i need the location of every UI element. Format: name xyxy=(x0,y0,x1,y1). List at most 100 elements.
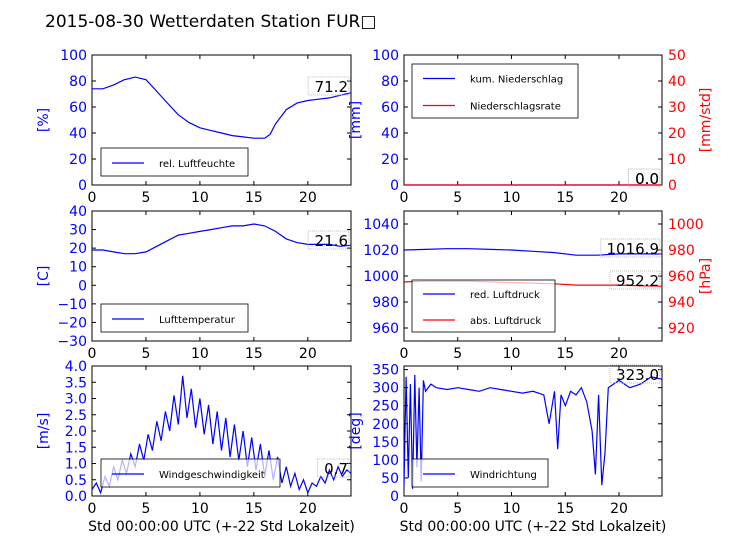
x-tick-label: 20 xyxy=(299,346,317,362)
annotation-box xyxy=(609,270,661,290)
page-title: 2015-08-30 Wetterdaten Station FUR□ xyxy=(45,12,376,32)
y2-axis-label: [mm/std] xyxy=(698,88,714,153)
legend-label: rel. Luftfeuchte xyxy=(159,159,235,170)
legend: Windgeschwindigkeit xyxy=(100,458,281,488)
last-value-annotation: 323.0 xyxy=(616,366,659,384)
annotation-box xyxy=(627,168,661,188)
x-tick-label: 10 xyxy=(503,346,521,362)
y-tick-label: 2.5 xyxy=(65,408,87,424)
y-tick-label: 1040 xyxy=(363,217,399,233)
x-axis-label: Std 00:00:00 UTC (+-22 Std Lokalzeit) xyxy=(400,519,667,535)
x-tick-label: 15 xyxy=(245,346,263,362)
y-tick-label: 20 xyxy=(69,152,87,168)
annotation-box xyxy=(316,458,350,478)
y-tick-label: 100 xyxy=(60,48,87,64)
legend: Windrichtung xyxy=(411,458,549,488)
y-tick-label: −20 xyxy=(57,315,87,331)
y-tick-label: −30 xyxy=(57,334,87,350)
axes-frame xyxy=(403,365,663,497)
y-tick-label: 3.5 xyxy=(65,375,87,391)
x-tick-label: 5 xyxy=(141,501,150,517)
x-tick-label: 0 xyxy=(88,190,97,206)
x-tick-label: 20 xyxy=(610,190,628,206)
subplot-temperature: 0 5 10 15 20 −30 −20 −10 0 10 20 30 40 [C] 21.6 Lufttem… xyxy=(36,204,352,362)
last-value-annotation: 952.2 xyxy=(616,272,659,290)
legend-label: abs. Luftdruck xyxy=(470,316,541,327)
annotation-box xyxy=(609,364,661,384)
y-tick-label: 200 xyxy=(372,417,399,433)
y-tick-label: 100 xyxy=(372,48,399,64)
x-axis-label: Std 00:00:00 UTC (+-22 Std Lokalzeit) xyxy=(88,519,355,535)
legend-label: red. Luftdruck xyxy=(470,290,540,301)
x-tick-label: 10 xyxy=(191,190,209,206)
series-line-temperature-0 xyxy=(92,223,351,255)
y-tick-label: 0 xyxy=(390,489,399,505)
series-line-humidity-0 xyxy=(92,76,351,139)
axes-frame xyxy=(91,210,352,342)
legend-frame xyxy=(100,147,249,177)
legend-frame xyxy=(100,458,281,488)
x-tick-label: 15 xyxy=(556,190,574,206)
y-tick-label: 1.5 xyxy=(65,440,87,456)
x-tick-label: 20 xyxy=(610,501,628,517)
legend-label: kum. Niederschlag xyxy=(470,75,563,86)
y-tick-label: 10 xyxy=(69,260,87,276)
y-tick-label: 150 xyxy=(372,435,399,451)
annotation-box xyxy=(600,238,661,258)
legend: Lufttemperatur xyxy=(100,303,249,333)
x-tick-label: 10 xyxy=(191,501,209,517)
y-tick-label: 980 xyxy=(372,295,399,311)
x-tick-label: 10 xyxy=(503,501,521,517)
axes-frame xyxy=(91,54,352,186)
y2-tick-label: 920 xyxy=(668,321,695,337)
x-tick-label: 20 xyxy=(299,190,317,206)
y-tick-label: 40 xyxy=(381,126,399,142)
legend: rel. Luftfeuchte xyxy=(100,147,249,177)
y2-tick-label: 0 xyxy=(668,178,677,194)
y-tick-label: 0 xyxy=(78,178,87,194)
last-value-annotation: 0.0 xyxy=(635,170,659,188)
last-value-annotation: 0.0 xyxy=(635,170,659,188)
last-value-annotation: 21.6 xyxy=(315,232,348,250)
y2-tick-label: 1000 xyxy=(668,217,704,233)
x-tick-label: 15 xyxy=(245,501,263,517)
legend-frame xyxy=(411,458,549,488)
y-tick-label: 20 xyxy=(69,241,87,257)
y-tick-label: 40 xyxy=(69,126,87,142)
last-value-annotation: 1016.9 xyxy=(607,240,660,258)
y-tick-label: −10 xyxy=(57,297,87,313)
y-tick-label: 100 xyxy=(372,453,399,469)
x-tick-label: 15 xyxy=(556,501,574,517)
x-tick-label: 5 xyxy=(453,346,462,362)
x-tick-label: 20 xyxy=(299,501,317,517)
x-tick-label: 10 xyxy=(503,190,521,206)
y-tick-label: 60 xyxy=(69,100,87,116)
x-tick-label: 0 xyxy=(400,190,409,206)
y2-tick-label: 980 xyxy=(668,243,695,259)
y-tick-label: 80 xyxy=(69,74,87,90)
y-tick-label: 1020 xyxy=(363,243,399,259)
y-axis-label: [mm] xyxy=(348,101,364,139)
y-tick-label: 1000 xyxy=(363,269,399,285)
series-line-wind_direction-0 xyxy=(404,374,662,489)
legend-label: Windgeschwindigkeit xyxy=(159,470,265,481)
y2-tick-label: 10 xyxy=(668,152,686,168)
annotation-box xyxy=(307,76,350,96)
subplot-wind_speed: 0 5 10 15 20 0.00.51.01.52.02.53.03.54.0 [m/s]… xyxy=(36,359,355,535)
legend-label: Niederschlagsrate xyxy=(470,102,561,113)
x-tick-label: 20 xyxy=(610,346,628,362)
x-tick-label: 5 xyxy=(453,190,462,206)
y2-tick-label: 20 xyxy=(668,126,686,142)
legend-frame xyxy=(411,63,579,119)
y-axis-label: [%] xyxy=(36,108,52,132)
x-tick-label: 15 xyxy=(245,190,263,206)
x-tick-label: 0 xyxy=(88,501,97,517)
y-tick-label: 30 xyxy=(69,223,87,239)
x-tick-label: 5 xyxy=(141,346,150,362)
x-tick-label: 10 xyxy=(191,346,209,362)
y-tick-label: 0 xyxy=(390,178,399,194)
x-tick-label: 5 xyxy=(453,501,462,517)
y2-tick-label: 50 xyxy=(668,48,686,64)
